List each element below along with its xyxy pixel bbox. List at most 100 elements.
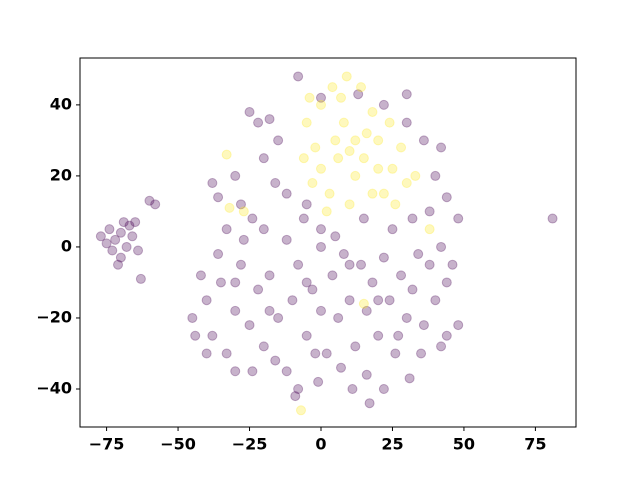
point	[378, 188, 389, 199]
point	[195, 270, 206, 281]
point	[350, 341, 361, 352]
point	[367, 277, 378, 288]
point	[315, 241, 326, 252]
point	[301, 117, 312, 128]
point	[281, 188, 292, 199]
point	[373, 295, 384, 306]
point	[330, 231, 341, 242]
point	[378, 99, 389, 110]
point	[247, 366, 258, 377]
point	[135, 273, 146, 284]
point	[121, 241, 132, 252]
point	[436, 142, 447, 153]
point	[207, 178, 218, 189]
point	[347, 383, 358, 394]
point	[404, 373, 415, 384]
point	[336, 92, 347, 103]
point	[307, 284, 318, 295]
point	[344, 146, 355, 157]
point	[187, 312, 198, 323]
point	[110, 234, 121, 245]
point	[295, 405, 306, 416]
point	[133, 245, 144, 256]
point	[407, 284, 418, 295]
point	[378, 252, 389, 263]
point	[107, 245, 118, 256]
point	[293, 383, 304, 394]
point	[344, 199, 355, 210]
point	[264, 270, 275, 281]
point	[424, 206, 435, 217]
y-tick-label: −40	[36, 378, 72, 397]
point	[281, 366, 292, 377]
point	[115, 227, 126, 238]
point	[373, 163, 384, 174]
point	[258, 153, 269, 164]
point	[378, 383, 389, 394]
point	[215, 277, 226, 288]
point	[201, 348, 212, 359]
point	[387, 224, 398, 235]
point	[387, 163, 398, 174]
point	[230, 366, 241, 377]
point	[407, 213, 418, 224]
x-tick-label: 25	[381, 435, 403, 454]
point	[230, 277, 241, 288]
point	[336, 362, 347, 373]
point	[264, 305, 275, 316]
point	[327, 270, 338, 281]
point	[247, 213, 258, 224]
point	[118, 217, 129, 228]
point	[384, 295, 395, 306]
point	[95, 231, 106, 242]
point	[373, 135, 384, 146]
point	[418, 320, 429, 331]
point	[221, 224, 232, 235]
point	[430, 295, 441, 306]
point	[307, 178, 318, 189]
point	[441, 277, 452, 288]
point	[410, 170, 421, 181]
point	[441, 192, 452, 203]
point	[367, 188, 378, 199]
point	[301, 277, 312, 288]
point	[361, 305, 372, 316]
point	[224, 202, 235, 213]
point	[150, 199, 161, 210]
point	[327, 82, 338, 93]
point	[310, 142, 321, 153]
point	[350, 170, 361, 181]
point	[315, 305, 326, 316]
point	[358, 298, 369, 309]
point	[201, 295, 212, 306]
point	[338, 249, 349, 260]
point	[101, 238, 112, 249]
point	[293, 259, 304, 270]
point	[418, 135, 429, 146]
point	[273, 135, 284, 146]
y-tick-label: 0	[61, 236, 72, 255]
point	[401, 117, 412, 128]
point	[350, 135, 361, 146]
point	[436, 341, 447, 352]
point	[401, 89, 412, 100]
point	[235, 199, 246, 210]
point	[321, 348, 332, 359]
point	[321, 206, 332, 217]
point	[396, 142, 407, 153]
point	[235, 259, 246, 270]
point	[127, 231, 138, 242]
point	[390, 199, 401, 210]
point	[384, 117, 395, 128]
point	[358, 153, 369, 164]
point	[301, 199, 312, 210]
point	[430, 170, 441, 181]
point	[238, 234, 249, 245]
point	[333, 153, 344, 164]
y-tick-label: −20	[36, 307, 72, 326]
point	[333, 312, 344, 323]
point	[213, 192, 224, 203]
point	[315, 163, 326, 174]
point	[424, 224, 435, 235]
